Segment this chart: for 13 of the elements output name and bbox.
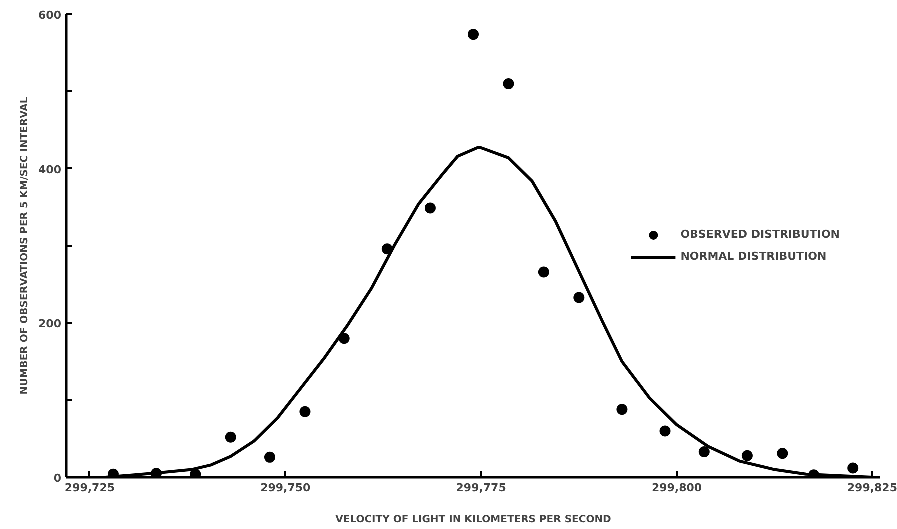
x-axis-title: VELOCITY OF LIGHT IN KILOMETERS PER SECOND [336, 514, 612, 526]
y-tick-label: 200 [38, 318, 62, 331]
y-tick-label: 400 [38, 163, 62, 176]
y-axis-title: NUMBER OF OBSERVATIONS PER 5 KM/SEC INTERVAL [20, 96, 31, 395]
legend-label: NORMAL DISTRIBUTION [680, 250, 827, 263]
legend-label: OBSERVED DISTRIBUTION [680, 228, 840, 241]
x-tick-label: 299,825 [847, 482, 897, 494]
y-tick-label: 0 [54, 472, 62, 485]
x-tick-label: 299,775 [456, 482, 506, 494]
x-tick-label: 299,800 [652, 482, 702, 494]
y-tick-label: 600 [38, 9, 62, 22]
x-tick-label: 299,750 [260, 482, 312, 494]
x-tick-label: 299,725 [64, 482, 116, 494]
